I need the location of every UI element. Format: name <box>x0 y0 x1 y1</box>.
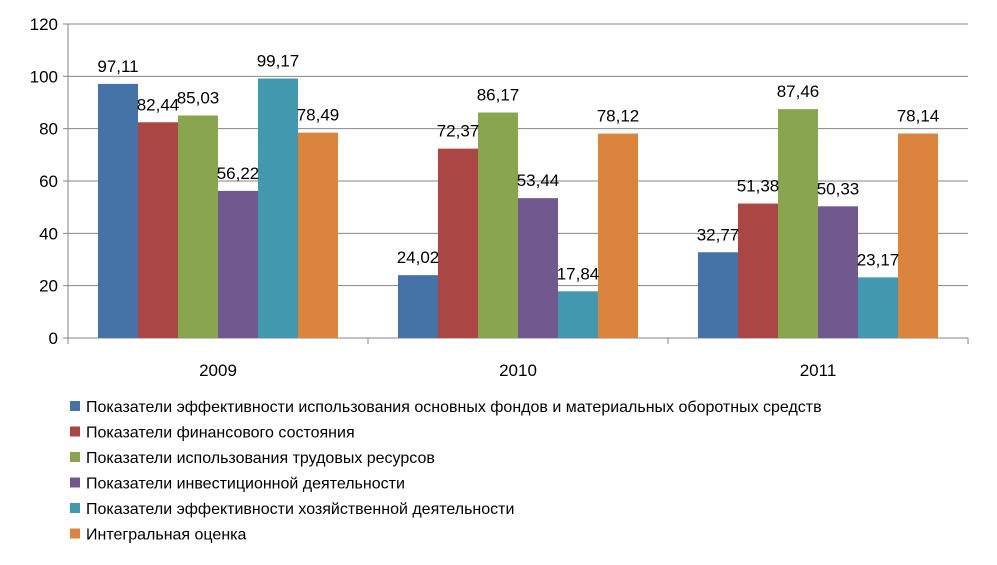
x-tick-label: 2010 <box>499 361 537 380</box>
bar <box>298 132 338 338</box>
x-tick-label: 2011 <box>800 361 837 380</box>
bar <box>698 252 738 338</box>
legend-swatch <box>70 452 80 462</box>
x-tick-label: 2009 <box>199 361 237 380</box>
data-label: 53,44 <box>517 171 560 190</box>
legend-label: Показатели финансового состояния <box>86 425 355 442</box>
legend-label: Показатели эффективности использования о… <box>86 399 822 416</box>
y-tick-label: 80 <box>39 120 58 139</box>
bar <box>778 109 818 338</box>
data-label: 99,17 <box>257 52 300 71</box>
legend-label: Показатели использования трудовых ресурс… <box>86 450 435 467</box>
legend-item: Показатели инвестиционной деятельности <box>70 476 405 493</box>
data-label: 23,17 <box>857 250 900 269</box>
y-tick-label: 100 <box>30 67 58 86</box>
data-label: 50,33 <box>817 179 860 198</box>
legend-swatch <box>70 426 80 437</box>
data-label: 51,38 <box>737 177 780 196</box>
data-label: 78,14 <box>897 107 940 126</box>
bar <box>518 198 558 338</box>
legend-item: Показатели финансового состояния <box>70 425 355 442</box>
legend-swatch <box>70 401 80 411</box>
y-tick-label: 0 <box>49 329 58 348</box>
bar <box>98 83 138 338</box>
data-label: 24,02 <box>397 248 440 267</box>
legend-item: Показатели использования трудовых ресурс… <box>70 450 435 467</box>
bar <box>218 190 258 338</box>
data-label: 85,03 <box>177 89 220 108</box>
legend-item: Интегральная оценка <box>70 527 247 544</box>
y-tick-label: 60 <box>39 172 58 191</box>
data-label: 32,77 <box>697 225 740 244</box>
data-label: 56,22 <box>217 164 260 183</box>
bar <box>178 115 218 338</box>
data-label: 78,49 <box>297 106 340 125</box>
y-tick-label: 120 <box>30 15 58 34</box>
y-tick-label: 20 <box>39 277 58 296</box>
legend-swatch <box>70 503 80 513</box>
bars <box>98 78 938 339</box>
bar <box>818 206 858 338</box>
legend-item: Показатели эффективности использования о… <box>70 399 822 416</box>
data-label: 87,46 <box>777 82 820 101</box>
bar <box>398 275 438 338</box>
data-labels: 97,11 24,02 32,77 82,44 72,37 51,38 85,03 86,17… <box>97 52 939 284</box>
data-label: 86,17 <box>477 86 520 105</box>
legend-label: Показатели эффективности хозяйственной д… <box>86 501 514 518</box>
bar <box>898 133 938 338</box>
legend-label: Интегральная оценка <box>86 527 247 544</box>
bar <box>138 122 178 338</box>
bar <box>478 112 518 338</box>
bar <box>858 277 898 338</box>
bar <box>558 291 598 338</box>
legend-swatch <box>70 528 80 539</box>
legend: Показатели эффективности использования о… <box>70 399 822 544</box>
data-label: 17,84 <box>557 264 600 283</box>
data-label: 82,44 <box>137 95 180 114</box>
data-label: 78,12 <box>597 107 640 126</box>
data-label: 72,37 <box>437 122 480 141</box>
legend-item: Показатели эффективности хозяйственной д… <box>70 501 514 518</box>
y-tick-label: 40 <box>39 224 58 243</box>
legend-swatch <box>70 477 80 488</box>
bar <box>738 203 778 338</box>
data-label: 97,11 <box>97 57 138 76</box>
bar <box>438 148 478 338</box>
bar <box>258 78 298 339</box>
bar <box>598 133 638 338</box>
legend-label: Показатели инвестиционной деятельности <box>86 476 405 493</box>
